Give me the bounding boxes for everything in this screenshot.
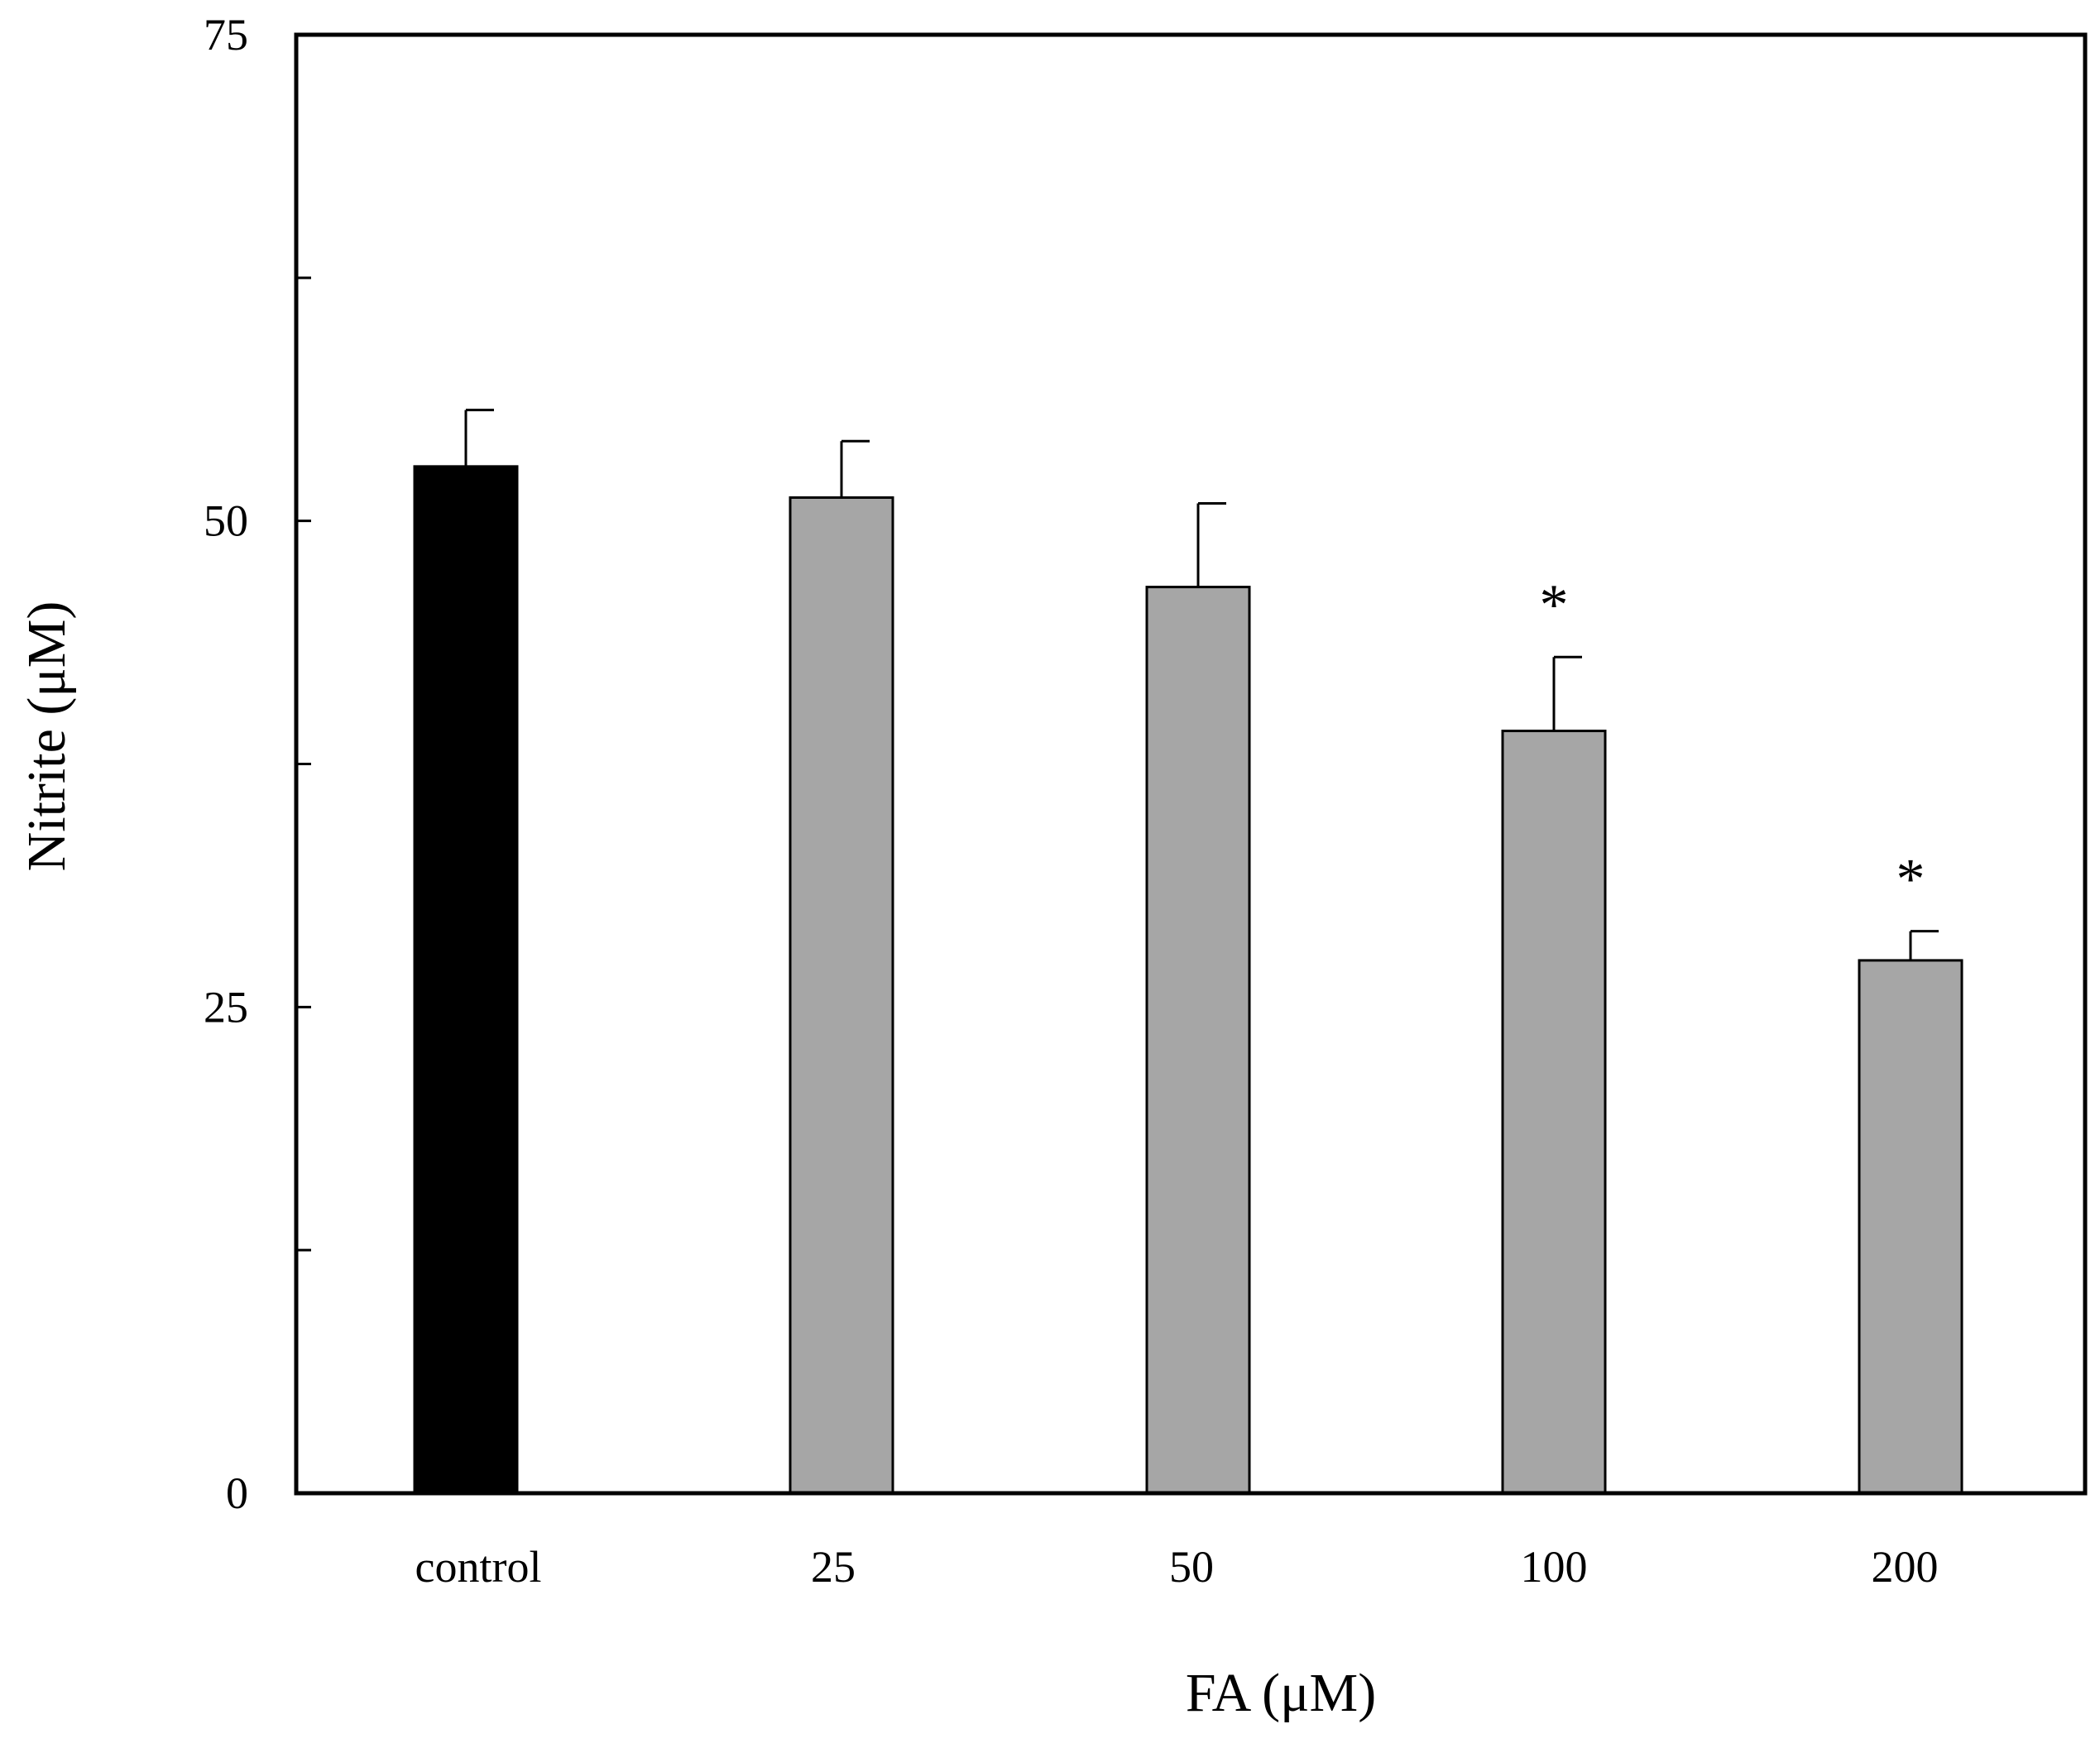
x-axis-title: FA (μM) bbox=[1186, 1663, 1376, 1723]
bar-control bbox=[413, 465, 519, 1495]
significance-marker: * bbox=[1896, 848, 1925, 912]
y-tick-label: 0 bbox=[226, 1468, 248, 1518]
error-bars-group bbox=[464, 409, 1939, 960]
bar-25 bbox=[789, 496, 894, 1495]
x-tick-label: control bbox=[415, 1542, 542, 1592]
bar-100 bbox=[1501, 730, 1607, 1495]
annotations-group: ** bbox=[1540, 573, 1925, 911]
bars-group bbox=[413, 465, 1963, 1495]
y-tick-label: 25 bbox=[204, 982, 248, 1032]
y-tick-label: 50 bbox=[204, 496, 248, 546]
bar-200 bbox=[1858, 959, 1963, 1495]
x-tick-label: 25 bbox=[811, 1542, 856, 1592]
significance-marker: * bbox=[1540, 573, 1569, 637]
y-axis-ticks: 0 25 50 75 bbox=[204, 10, 311, 1518]
x-tick-label: 100 bbox=[1521, 1542, 1588, 1592]
y-tick-label: 75 bbox=[204, 10, 248, 60]
x-tick-label: 200 bbox=[1872, 1542, 1939, 1592]
bar-50 bbox=[1145, 586, 1251, 1495]
y-axis-title: Nitrite (μM) bbox=[17, 601, 77, 872]
x-tick-label: 50 bbox=[1169, 1542, 1214, 1592]
x-axis-tick-labels: control 25 50 100 200 bbox=[415, 1542, 1939, 1592]
